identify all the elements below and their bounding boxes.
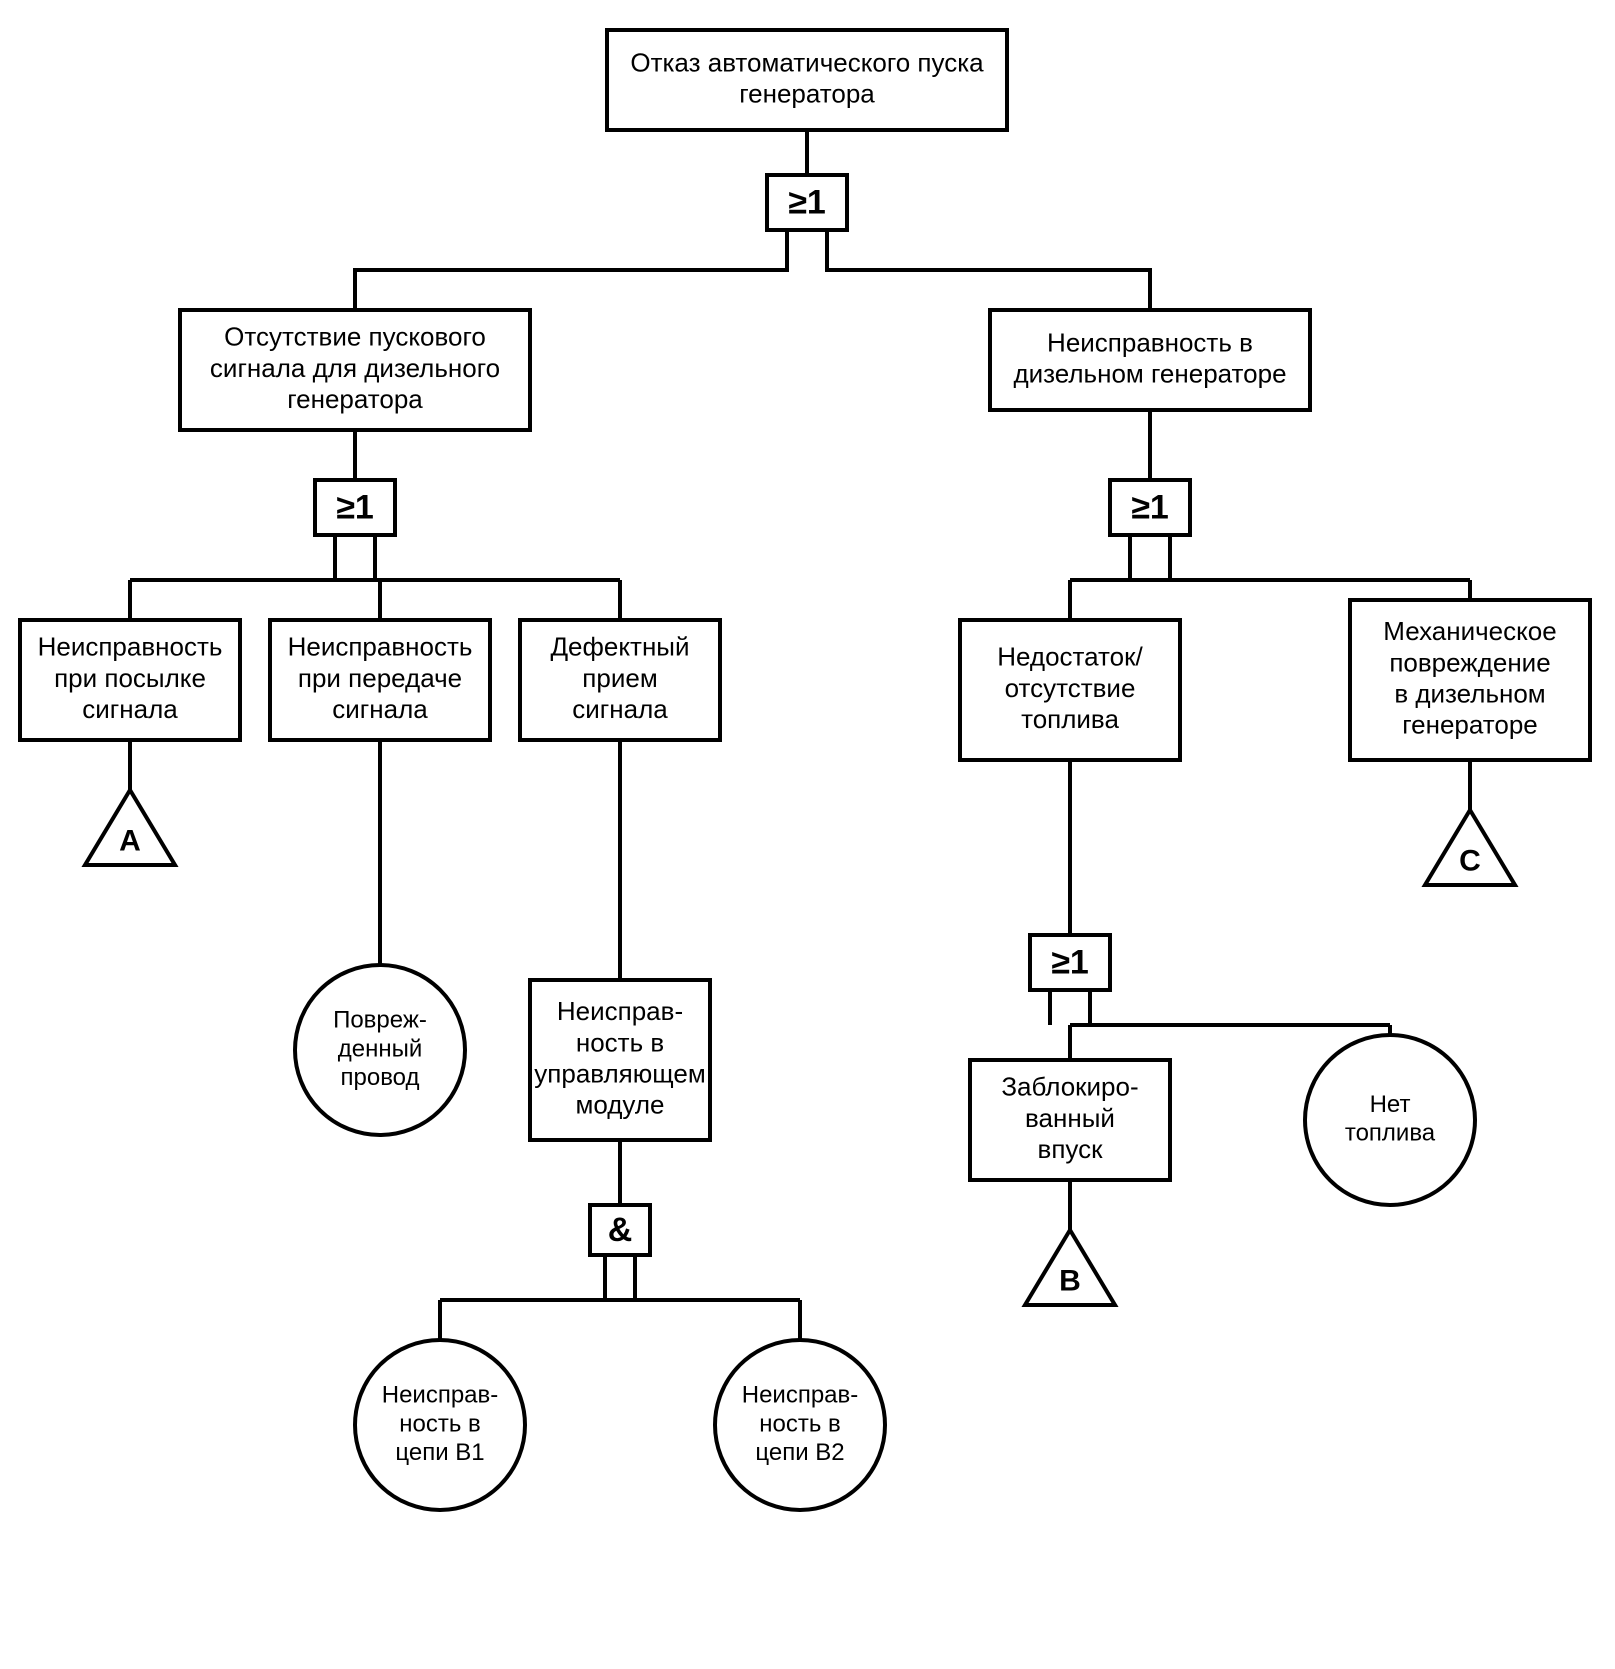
node-c_nofuel: Неттоплива xyxy=(1305,1035,1475,1205)
label: сигнала для дизельного xyxy=(210,353,500,383)
label: сигнала xyxy=(572,694,668,724)
label: Отказ автоматического пуска xyxy=(630,47,984,77)
label: Неисправность в xyxy=(1047,327,1253,357)
node-b_mod: Неисправ-ность вуправляющеммодуле xyxy=(530,980,710,1140)
label: в дизельном xyxy=(1394,678,1545,708)
gate-symbol: ≥1 xyxy=(1131,488,1169,526)
label: ность в xyxy=(759,1410,841,1437)
node-triB: B xyxy=(1025,1230,1115,1305)
label: Механическое xyxy=(1383,616,1556,646)
label: Неисправ- xyxy=(382,1382,499,1409)
node-b21: Недостаток/отсутствиетоплива xyxy=(960,620,1180,760)
node-triA: A xyxy=(85,790,175,865)
label: прием xyxy=(582,663,657,693)
node-b22: Механическоеповреждениев дизельномгенера… xyxy=(1350,600,1590,760)
label: Неисправ- xyxy=(742,1382,859,1409)
label: ность в xyxy=(576,1027,664,1057)
transfer-label: C xyxy=(1459,844,1481,877)
label: Повреж- xyxy=(333,1007,427,1034)
label: цепи B1 xyxy=(395,1439,484,1466)
label: денный xyxy=(338,1035,423,1062)
node-g_and: & xyxy=(590,1205,650,1255)
label: генераторе xyxy=(1402,710,1538,740)
node-triC: C xyxy=(1425,810,1515,885)
label: Неисправность xyxy=(38,632,223,662)
label: сигнала xyxy=(82,694,178,724)
node-b_blk: Заблокиро-ванныйвпуск xyxy=(970,1060,1170,1180)
node-b13: Дефектныйприемсигнала xyxy=(520,620,720,740)
label: при передаче xyxy=(298,663,462,693)
label: отсутствие xyxy=(1005,673,1136,703)
label: топлива xyxy=(1021,704,1119,734)
node-e1: Отсутствие пусковогосигнала для дизельно… xyxy=(180,310,530,430)
label: Отсутствие пускового xyxy=(224,322,486,352)
label: Дефектный xyxy=(550,632,689,662)
node-e2: Неисправность вдизельном генераторе xyxy=(990,310,1310,410)
node-c_b2: Неисправ-ность вцепи B2 xyxy=(715,1340,885,1510)
node-g_e1: ≥1 xyxy=(315,480,395,535)
label: Неисправ- xyxy=(557,996,683,1026)
label: впуск xyxy=(1038,1134,1104,1164)
node-g_top: ≥1 xyxy=(767,175,847,230)
node-c_b1: Неисправ-ность вцепи B1 xyxy=(355,1340,525,1510)
node-b12: Неисправностьпри передачесигнала xyxy=(270,620,490,740)
label: Неисправность xyxy=(288,632,473,662)
label: цепи B2 xyxy=(755,1439,844,1466)
label: повреждение xyxy=(1389,647,1550,677)
label: сигнала xyxy=(332,694,428,724)
label: генератора xyxy=(739,78,875,108)
label: провод xyxy=(341,1064,420,1091)
label: ность в xyxy=(399,1410,481,1437)
label: Недостаток/ xyxy=(997,642,1143,672)
transfer-label: A xyxy=(119,824,141,857)
label: Нет xyxy=(1370,1091,1411,1118)
gate-symbol: ≥1 xyxy=(336,488,374,526)
gate-symbol: ≥1 xyxy=(788,183,826,221)
label: топлива xyxy=(1345,1120,1436,1147)
label: генератора xyxy=(287,384,423,414)
node-top: Отказ автоматического пускагенератора xyxy=(607,30,1007,130)
transfer-label: B xyxy=(1059,1264,1081,1297)
node-g_fuel: ≥1 xyxy=(1030,935,1110,990)
label: Заблокиро- xyxy=(1001,1072,1138,1102)
label: управляющем xyxy=(534,1058,705,1088)
gate-symbol: & xyxy=(608,1211,633,1249)
label: дизельном генераторе xyxy=(1013,358,1286,388)
label: модуле xyxy=(576,1090,665,1120)
gate-symbol: ≥1 xyxy=(1051,943,1089,981)
node-b11: Неисправностьпри посылкесигнала xyxy=(20,620,240,740)
node-g_e2: ≥1 xyxy=(1110,480,1190,535)
label: при посылке xyxy=(54,663,206,693)
node-c_wire: Повреж-денныйпровод xyxy=(295,965,465,1135)
label: ванный xyxy=(1025,1103,1115,1133)
